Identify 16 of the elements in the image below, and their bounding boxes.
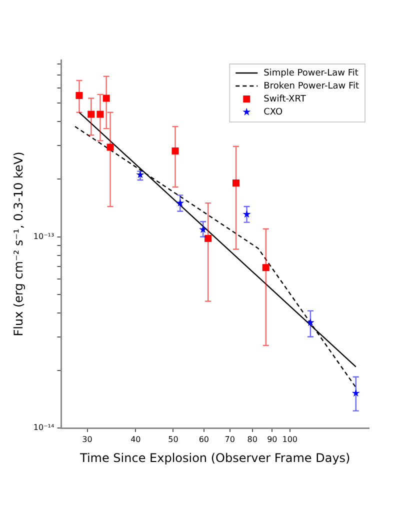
y-tick-label: 10⁻¹³ [33, 232, 54, 241]
x-tick-label: 50 [168, 434, 178, 444]
legend-label: CXO [264, 107, 283, 118]
x-tick-label: 100 [282, 434, 298, 444]
x-axis-title: Time Since Explosion (Observer Frame Days) [78, 450, 350, 465]
x-tick-label: 40 [130, 434, 141, 444]
legend-label: Broken Power-Law Fit [264, 81, 360, 92]
x-tick-label: 80 [247, 434, 258, 444]
x-tick-label: 60 [198, 434, 210, 444]
x-tick-label: 70 [224, 434, 235, 444]
legend-label: Simple Power-Law Fit [264, 68, 359, 78]
x-tick-label: 90 [267, 434, 278, 444]
y-axis-title: Flux (erg cm⁻² s⁻¹, 0.3-10 keV) [11, 152, 26, 336]
x-tick-label: 30 [82, 434, 92, 444]
y-tick-label: 10⁻¹⁴ [33, 423, 54, 432]
legend-label: Swift-XRT [264, 94, 306, 104]
